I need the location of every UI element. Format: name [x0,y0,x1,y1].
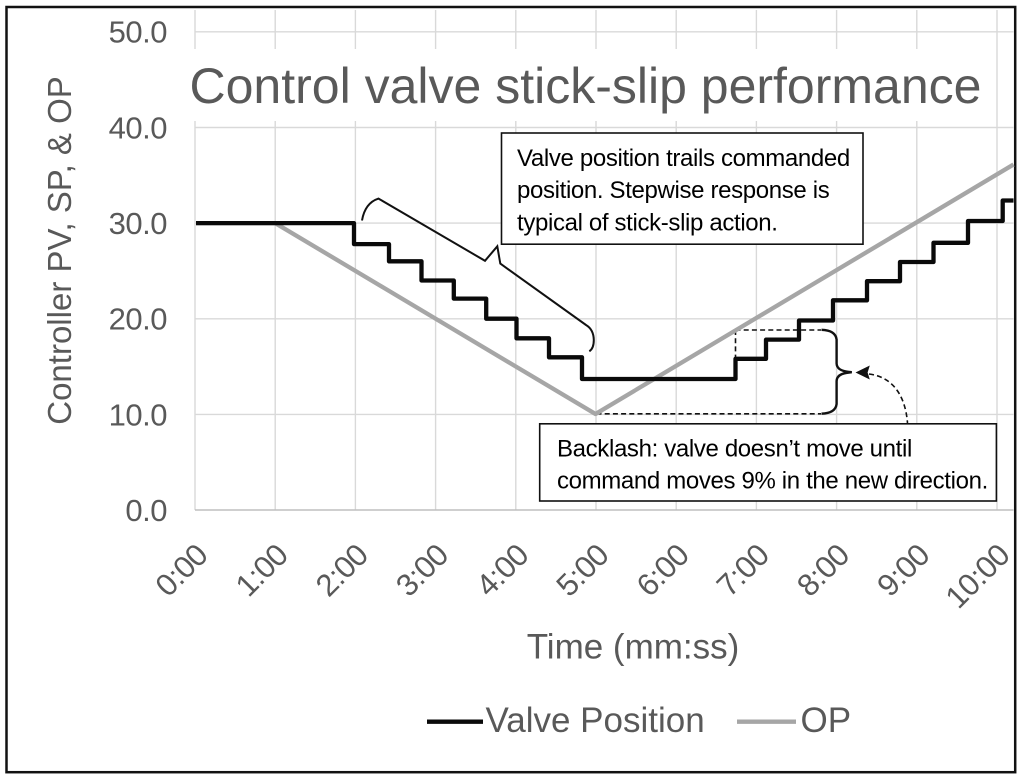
svg-text:Valve position trails commande: Valve position trails commanded [517,145,850,172]
svg-text:50.0: 50.0 [109,15,168,50]
svg-text:position. Stepwise response is: position. Stepwise response is [517,177,830,204]
svg-text:Time (mm:ss): Time (mm:ss) [527,628,740,667]
svg-text:Controller PV, SP, & OP: Controller PV, SP, & OP [41,76,78,425]
svg-text:30.0: 30.0 [109,206,168,241]
svg-text:Valve Position: Valve Position [486,701,705,740]
svg-text:40.0: 40.0 [109,110,168,145]
svg-text:10.0: 10.0 [109,397,168,432]
svg-text:20.0: 20.0 [109,302,168,337]
svg-text:command moves 9% in the new di: command moves 9% in the new direction. [557,468,988,495]
svg-text:OP: OP [801,701,852,740]
svg-text:typical of stick-slip action.: typical of stick-slip action. [517,209,778,236]
svg-text:Control valve stick-slip perfo: Control valve stick-slip performance [190,58,982,114]
svg-text:Backlash: valve doesn’t move u: Backlash: valve doesn’t move until [557,436,912,463]
svg-text:0.0: 0.0 [125,493,167,528]
